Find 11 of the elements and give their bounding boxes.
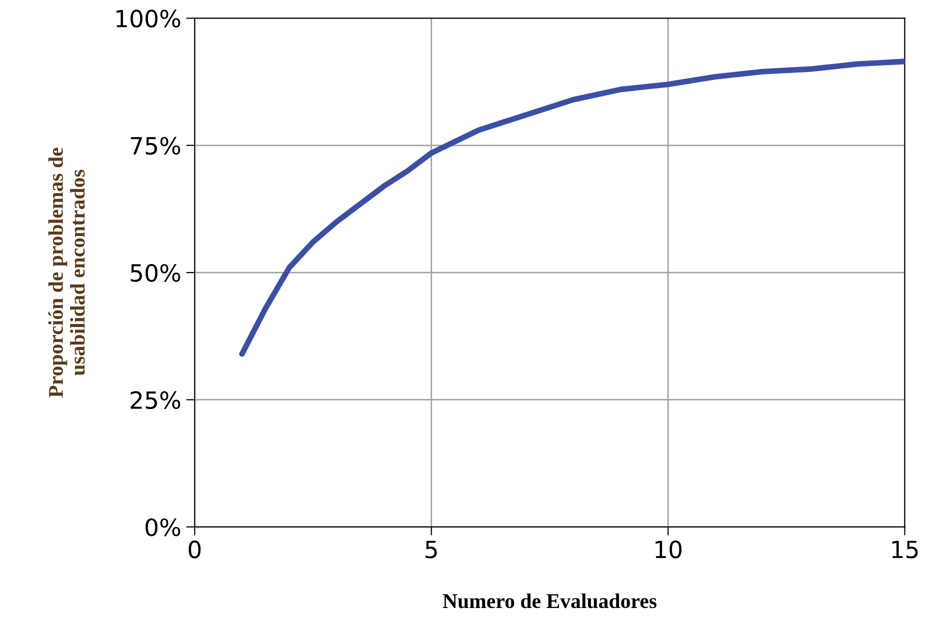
x-tick-label: 10 [656,540,682,558]
y-tick-label: 0% [146,518,180,536]
y-tick-label: 25% [130,391,180,410]
x-tick-label: 15 [892,540,918,558]
y-tick-label: 100% [116,10,180,28]
x-tick-label: 0 [188,540,201,558]
y-axis-title: Proporción de problemas de usabilidad encontrados [48,148,85,398]
y-tick-label: 50% [130,264,180,282]
y-tick-label: 75% [130,136,180,155]
x-tick-label: 5 [426,540,437,558]
x-axis-title: Numero de Evaluadores [442,593,656,608]
